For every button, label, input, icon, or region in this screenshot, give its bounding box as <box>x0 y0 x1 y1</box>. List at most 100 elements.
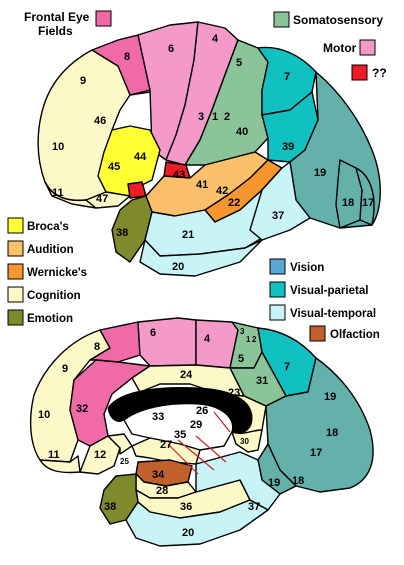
medial-area-labels: 8 6 4 3 1 2 5 7 9 24 23 31 19 32 33 26 2… <box>38 327 338 539</box>
legend-label-emotion: Emotion <box>27 313 73 325</box>
legend-swatch-emotion <box>7 309 24 326</box>
lateral-label: 47 <box>96 193 108 205</box>
medial-label: 3 <box>240 327 245 336</box>
legend-swatch-unknown <box>351 64 368 81</box>
medial-red-fiber-lines <box>167 411 231 475</box>
lateral-label: 38 <box>116 227 128 239</box>
legend-swatch-motor <box>359 39 376 56</box>
lateral-unknown-red-region <box>127 181 147 199</box>
legend-swatch-somatosensory <box>273 11 290 28</box>
lateral-label: 7 <box>284 71 290 83</box>
lateral-label: 11 <box>52 187 64 199</box>
legend-swatch-vision <box>269 258 286 275</box>
medial-label: 34 <box>152 469 165 481</box>
medial-label: 38 <box>104 501 116 513</box>
medial-label: 8 <box>94 341 100 353</box>
legend-item-vision: Vision <box>269 258 324 275</box>
legend-item-somatosensory: Somatosensory <box>273 11 383 28</box>
medial-area-11-region <box>39 455 81 474</box>
legend-swatch-visual-temporal <box>269 304 286 321</box>
medial-label: 9 <box>62 363 68 375</box>
medial-area-37-region <box>195 451 281 511</box>
medial-label: 36 <box>180 501 192 513</box>
lateral-label: 10 <box>52 141 64 153</box>
medial-label: 2 <box>252 335 257 344</box>
legend-item-motor: Motor <box>323 39 376 56</box>
lateral-label: 6 <box>168 43 174 55</box>
lateral-label: 2 <box>224 111 230 123</box>
medial-label: 35 <box>174 429 186 441</box>
medial-label: 32 <box>76 403 88 415</box>
medial-area-32-region <box>69 359 151 447</box>
legend-swatch-audition <box>7 240 24 257</box>
legend-label-somatosensory: Somatosensory <box>293 13 383 27</box>
lateral-area-labels: 8 6 4 5 7 9 46 3 1 2 40 39 10 45 44 43 4… <box>52 33 374 273</box>
medial-label: 18 <box>292 475 304 487</box>
lateral-label: 3 <box>198 111 204 123</box>
legend: Frontal Eye Fields Somatosensory Motor ?… <box>7 10 387 342</box>
medial-area-33-26-29-region <box>123 402 234 451</box>
lateral-area-38-region <box>111 195 153 263</box>
legend-item-brocas: Broca's <box>7 217 69 234</box>
legend-label-olfaction: Olfaction <box>330 329 380 341</box>
legend-label-wernickes: Wernicke's <box>27 267 87 279</box>
legend-label-vision: Vision <box>290 262 324 274</box>
lateral-area-7-region <box>257 46 317 116</box>
legend-swatch-cognition <box>7 286 24 303</box>
legend-item-emotion: Emotion <box>7 309 73 326</box>
lateral-area-11-region <box>44 181 97 209</box>
legend-swatch-frontal-eye-fields <box>95 10 112 27</box>
medial-label: 5 <box>238 353 244 365</box>
legend-swatch-visual-parietal <box>269 281 286 298</box>
medial-label: 7 <box>284 361 290 373</box>
medial-label: 6 <box>150 327 156 339</box>
lateral-label: 1 <box>212 111 218 123</box>
medial-label: 20 <box>182 527 194 539</box>
lateral-label: 17 <box>362 197 374 209</box>
medial-label: 19 <box>268 477 280 489</box>
medial-label: 31 <box>256 375 268 387</box>
legend-item-visual-parietal: Visual-parietal <box>269 281 368 298</box>
medial-area-20-region <box>125 499 269 547</box>
legend-swatch-brocas <box>7 217 24 234</box>
medial-label: 26 <box>196 405 208 417</box>
legend-label-unknown: ?? <box>372 66 387 80</box>
legend-label-frontal-eye-fields-line2: Fields <box>38 24 73 38</box>
lateral-label: 40 <box>236 126 248 138</box>
lateral-label: 39 <box>282 141 294 153</box>
medial-brain-view: 8 6 4 3 1 2 5 7 9 24 23 31 19 32 33 26 2… <box>29 317 374 547</box>
medial-area-25-region <box>107 433 133 455</box>
lateral-label: 4 <box>212 33 219 45</box>
lateral-label: 37 <box>272 210 284 222</box>
legend-item-audition: Audition <box>7 240 74 257</box>
medial-label: 1 <box>246 335 251 344</box>
lateral-label: 42 <box>216 185 228 197</box>
legend-swatch-olfaction <box>309 325 326 342</box>
legend-label-cognition: Cognition <box>27 290 81 302</box>
legend-item-frontal-eye-fields: Frontal Eye Fields <box>24 10 112 38</box>
lateral-label: 8 <box>124 51 130 63</box>
lateral-label: 22 <box>228 197 240 209</box>
legend-label-visual-parietal: Visual-parietal <box>290 285 368 297</box>
lateral-label: 5 <box>236 57 242 69</box>
medial-label: 37 <box>248 501 260 513</box>
lateral-label: 21 <box>182 229 194 241</box>
legend-item-olfaction: Olfaction <box>309 325 380 342</box>
legend-swatch-wernickes <box>7 263 24 280</box>
lateral-area-20-region <box>139 239 263 277</box>
medial-label: 24 <box>180 369 193 381</box>
legend-label-motor: Motor <box>323 41 357 55</box>
legend-label-frontal-eye-fields-line1: Frontal Eye <box>24 10 90 24</box>
lateral-area-47-region <box>85 191 131 209</box>
legend-item-cognition: Cognition <box>7 286 81 303</box>
lateral-label: 9 <box>80 75 86 87</box>
medial-label: 11 <box>48 449 60 461</box>
legend-label-brocas: Broca's <box>27 221 69 233</box>
lateral-label: 45 <box>108 161 120 173</box>
medial-label: 28 <box>156 485 168 497</box>
legend-item-unknown: ?? <box>351 64 387 81</box>
lateral-brain-view: 8 6 4 5 7 9 46 3 1 2 40 39 10 45 44 43 4… <box>37 21 381 277</box>
medial-label: 18 <box>326 427 338 439</box>
legend-item-visual-temporal: Visual-temporal <box>269 304 376 321</box>
